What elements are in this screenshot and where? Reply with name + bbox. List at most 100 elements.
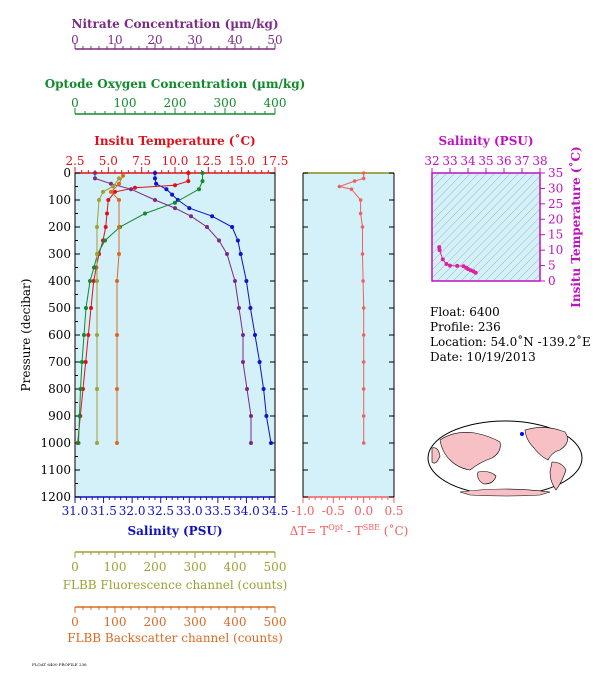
backscatter-series-point xyxy=(115,333,119,337)
oxygen-series-point xyxy=(76,441,81,445)
salinity-series-point xyxy=(153,171,157,175)
delta-plot-area xyxy=(303,173,394,497)
backscatter-tick-label: 100 xyxy=(104,615,127,629)
oxygen-series-point xyxy=(84,306,88,310)
temperature-series-point xyxy=(106,198,111,202)
delta-series-line xyxy=(337,173,365,443)
isopycnal-line xyxy=(432,173,488,230)
map-float-marker xyxy=(520,432,524,436)
nitrate-series-point xyxy=(129,187,133,192)
ts-series-point xyxy=(455,263,460,268)
delta-title-sup1: Opt xyxy=(328,523,344,532)
oxygen-series-point xyxy=(143,211,147,216)
temperature-series-point xyxy=(86,333,91,337)
backscatter-series-point xyxy=(117,181,121,186)
ts-y-tick-label: 10 xyxy=(548,243,563,257)
backscatter-tick-label: 0 xyxy=(71,615,79,629)
oxygen-tick-label: 100 xyxy=(114,96,137,110)
salinity-tick-label: 31.0 xyxy=(62,504,89,518)
isopycnal-line xyxy=(500,241,540,281)
salinity-tick-label: 34.0 xyxy=(233,504,260,518)
ts-y-tick-label: 5 xyxy=(548,259,556,273)
pressure-axis-title: Pressure (decibar) xyxy=(19,279,33,392)
delta-series-point xyxy=(360,225,365,229)
delta-tick-label: -0.5 xyxy=(322,504,345,518)
salinity-series-point xyxy=(264,414,269,418)
nitrate-tick-label: 0 xyxy=(71,33,79,47)
nitrate-series-point xyxy=(217,238,221,243)
backscatter-tick-label: 400 xyxy=(224,615,247,629)
temperature-tick-label: 2.5 xyxy=(65,154,84,168)
temperature-series-point xyxy=(105,211,109,216)
nitrate-series-point xyxy=(241,360,245,364)
pressure-tick-label: 1100 xyxy=(40,463,71,477)
delta-series-point xyxy=(352,179,357,183)
oxygen-series-point xyxy=(78,387,83,391)
map-land-australia xyxy=(477,471,497,485)
backscatter-series-point xyxy=(115,387,119,391)
ts-isopycnals xyxy=(432,173,540,281)
ts-series-point xyxy=(444,262,449,266)
temperature-series-point xyxy=(91,279,96,283)
ts-x-tick-label: 32 xyxy=(424,154,439,168)
oxygen-series-point xyxy=(88,279,92,283)
pressure-tick-label: 600 xyxy=(48,328,71,342)
ts-x-tick-label: 37 xyxy=(514,154,529,168)
ts-series-point xyxy=(448,263,452,268)
fluorescence-series-point xyxy=(95,333,99,337)
delta-series-point xyxy=(360,252,365,256)
delta-series-point xyxy=(361,171,366,175)
delta-series-point xyxy=(361,333,366,337)
fluorescence-series-point xyxy=(95,225,99,229)
backscatter-series-point xyxy=(117,198,121,202)
fluorescence-tick-label: 100 xyxy=(104,560,127,574)
delta-series-point xyxy=(361,306,366,310)
salinity-series-point xyxy=(170,192,175,197)
nitrate-tick-label: 30 xyxy=(187,33,202,47)
salinity-series-point xyxy=(210,214,215,219)
delta-series-point xyxy=(337,184,342,189)
fluorescence-series-point xyxy=(95,252,99,256)
salinity-tick-label: 34.5 xyxy=(262,504,289,518)
salinity-axis-title: Salinity (PSU) xyxy=(127,524,222,538)
nitrate-series-point xyxy=(237,306,241,310)
isopycnal-line xyxy=(432,173,504,246)
fluorescence-series-point xyxy=(95,441,99,445)
backscatter-series-line xyxy=(110,175,124,443)
delta-series-point xyxy=(361,279,365,283)
nitrate-series-point xyxy=(225,252,229,256)
salinity-series-point xyxy=(269,441,273,445)
delta-series-point xyxy=(361,387,366,391)
ts-y-tick-label: 30 xyxy=(548,181,563,195)
ts-y-tick-label: 15 xyxy=(548,228,563,242)
oxygen-tick-label: 400 xyxy=(264,96,287,110)
oxygen-series-point xyxy=(80,360,84,364)
isopycnal-line xyxy=(452,192,540,281)
salinity-tick-label: 32.0 xyxy=(119,504,146,518)
pressure-tick-label: 1200 xyxy=(40,490,71,504)
fluorescence-tick-label: 200 xyxy=(144,560,167,574)
ts-y-tick-label: 0 xyxy=(548,274,556,288)
map-land-asia xyxy=(439,432,501,471)
temperature-series-point xyxy=(173,183,177,188)
pressure-tick-label: 0 xyxy=(63,166,71,180)
temperature-tick-label: 7.5 xyxy=(132,154,151,168)
nitrate-tick-label: 40 xyxy=(227,33,242,47)
info-profile: Profile: 236 xyxy=(430,320,501,334)
pressure-tick-label: 200 xyxy=(48,220,71,234)
oxygen-tick-label: 200 xyxy=(164,96,187,110)
fluorescence-series-point xyxy=(101,189,105,194)
salinity-series-point xyxy=(244,279,249,283)
isopycnal-line xyxy=(432,173,496,238)
oxygen-series-point xyxy=(200,171,205,175)
salinity-series-point xyxy=(261,387,266,391)
ts-y-tick-label: 20 xyxy=(548,212,563,226)
temperature-tick-label: 5.0 xyxy=(99,154,118,168)
pressure-tick-label: 500 xyxy=(48,301,71,315)
isopycnal-line xyxy=(460,200,540,281)
temperature-series-point xyxy=(83,360,88,364)
temperature-series-point xyxy=(186,179,191,184)
nitrate-series-point xyxy=(205,225,209,229)
oxygen-series-point xyxy=(77,414,82,418)
